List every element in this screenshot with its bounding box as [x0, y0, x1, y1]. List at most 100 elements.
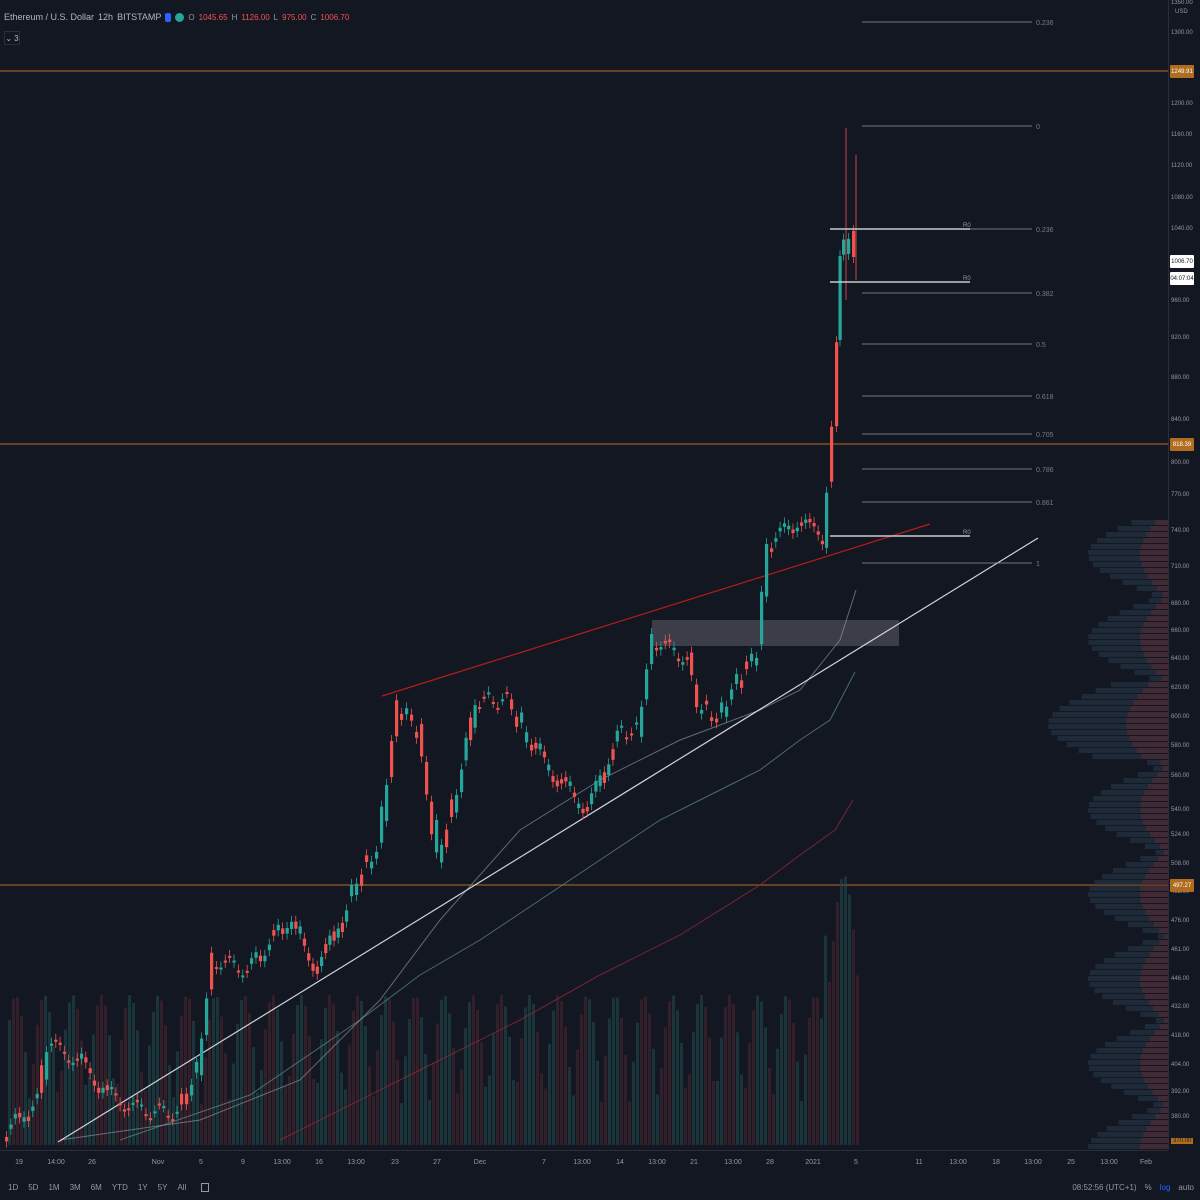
volume-bar: [404, 1056, 407, 1145]
volume-bar: [488, 1075, 491, 1145]
volume-bar: [808, 1017, 811, 1145]
volume-bar: [36, 1024, 39, 1145]
volume-bar: [748, 1043, 751, 1145]
price-tick-label: 1080.00: [1171, 195, 1193, 201]
chart-pane[interactable]: 0.236 0 0.236 0.382 0.5 0.618 0.705 0.786 0.861 1…: [0, 0, 1168, 1150]
candle-body: [778, 527, 782, 532]
volume-bar: [588, 999, 591, 1145]
log-toggle[interactable]: log: [1159, 1183, 1171, 1192]
candle-body: [560, 779, 564, 784]
moving-average-line: [59, 589, 857, 1141]
timeframe-button-5d[interactable]: 5D: [28, 1183, 39, 1192]
volume-bar: [652, 1048, 655, 1145]
volume-bar: [388, 998, 391, 1145]
volume-profile-bar: [1141, 628, 1168, 633]
time-tick-label: 21: [690, 1159, 698, 1166]
candle-body: [210, 952, 214, 990]
time-axis[interactable]: 19 14:00 26 Nov 5 9 13:00 16 13:00 23 27 Dec 7 13:00 1…: [0, 1150, 1168, 1170]
price-tick-label: 404.00: [1171, 1062, 1190, 1068]
candle-body: [360, 874, 364, 886]
candle-body: [324, 943, 328, 954]
candle-body: [830, 426, 834, 482]
volume-bar: [308, 1036, 311, 1145]
candle-body: [659, 647, 663, 650]
candle-body: [655, 647, 659, 651]
candle-body: [825, 492, 829, 548]
volume-bar: [28, 1098, 31, 1145]
timeframe-button-1y[interactable]: 1Y: [137, 1183, 148, 1192]
interval-label[interactable]: 12h: [98, 12, 114, 22]
candle-body: [525, 732, 529, 743]
candle-body: [620, 725, 624, 728]
timeframe-button-1m[interactable]: 1M: [48, 1183, 60, 1192]
flag-icon[interactable]: [165, 12, 172, 22]
candle-body: [166, 1115, 170, 1118]
price-tick-label: 560.00: [1171, 773, 1190, 779]
fib-level-label: 0.705: [1036, 432, 1054, 439]
clock-readout[interactable]: 08:52:56 (UTC+1): [1072, 1183, 1137, 1192]
candle-body: [725, 706, 729, 717]
level-price-tag[interactable]: 818.39: [1170, 438, 1194, 451]
candle-body: [148, 1118, 153, 1121]
candle-body: [328, 935, 332, 945]
volume-bar: [168, 1065, 171, 1145]
fib-level-label: 0.5: [1036, 342, 1046, 349]
timeframe-button-6m[interactable]: 6M: [90, 1183, 102, 1192]
price-tick-label: 920.00: [1171, 335, 1190, 341]
volume-profile-bar: [1140, 1144, 1168, 1149]
volume-profile-bar: [1088, 808, 1168, 813]
volume-bar: [668, 1001, 671, 1145]
price-tick-label: 492.00: [1171, 889, 1190, 895]
calendar-icon[interactable]: [201, 1183, 210, 1192]
timeframe-button-3m[interactable]: 3M: [69, 1183, 81, 1192]
volume-bar: [716, 1080, 719, 1145]
timeframe-button-ytd[interactable]: YTD: [111, 1183, 128, 1192]
volume-bar: [828, 982, 831, 1145]
candle-body: [375, 851, 379, 859]
price-axis[interactable]: 1300.00 1200.00 1160.00 1120.00 1080.00 1040.…: [1168, 0, 1200, 1150]
price-chart[interactable]: 0.236 0 0.236 0.382 0.5 0.618 0.705 0.786 0.861 1…: [0, 0, 1168, 1150]
candle-body: [735, 673, 739, 684]
volume-profile-bar: [1140, 802, 1168, 807]
timeframe-button-all[interactable]: All: [177, 1183, 187, 1192]
volume-profile-bar: [1130, 1030, 1168, 1035]
candle-body: [800, 522, 804, 526]
level-price-tag[interactable]: 497.27: [1170, 879, 1194, 892]
timeframe-button-1d[interactable]: 1D: [8, 1183, 19, 1192]
volume-profile-bar: [1090, 544, 1168, 549]
level-price-tag[interactable]: 1249.91: [1170, 65, 1194, 78]
candle-body: [390, 741, 394, 778]
volume-bar: [664, 1027, 667, 1145]
candle-body: [602, 772, 607, 783]
volume-profile-bar: [1136, 586, 1168, 591]
volume-profile-bar: [1147, 574, 1168, 579]
candle-body: [615, 730, 619, 742]
volume-bar: [280, 1041, 283, 1145]
candle-body: [263, 955, 267, 962]
volume-profile-bar: [1093, 1072, 1168, 1077]
volume-profile-bar: [1148, 1084, 1168, 1089]
candle-body: [482, 696, 486, 699]
symbol-name[interactable]: Ethereum / U.S. Dollar: [4, 12, 95, 22]
price-tick-label: 1200.00: [1171, 101, 1193, 107]
percent-toggle[interactable]: %: [1144, 1183, 1152, 1192]
candle-body: [572, 792, 577, 797]
studies-toggle-button[interactable]: ⌄ 3: [4, 31, 20, 45]
volume-profile-bar: [1089, 898, 1168, 903]
volume-bar: [432, 1062, 435, 1145]
volume-profile-bar: [1144, 790, 1168, 795]
volume-bar: [848, 894, 851, 1145]
timeframe-button-5y[interactable]: 5Y: [157, 1183, 168, 1192]
volume-profile-bar: [1102, 874, 1168, 879]
volume-profile-bar: [1126, 718, 1168, 723]
candle-body: [538, 743, 542, 750]
volume-profile-bar: [1108, 658, 1168, 663]
candle-body: [228, 955, 232, 958]
volume-bar: [400, 1103, 403, 1145]
volume-bar: [788, 999, 791, 1145]
price-tick-label: 740.00: [1171, 528, 1190, 534]
exchange-label[interactable]: BITSTAMP: [117, 12, 162, 22]
volume-profile-bar: [1142, 928, 1168, 933]
volume-profile-bar: [1149, 916, 1168, 921]
auto-toggle[interactable]: auto: [1178, 1183, 1194, 1192]
